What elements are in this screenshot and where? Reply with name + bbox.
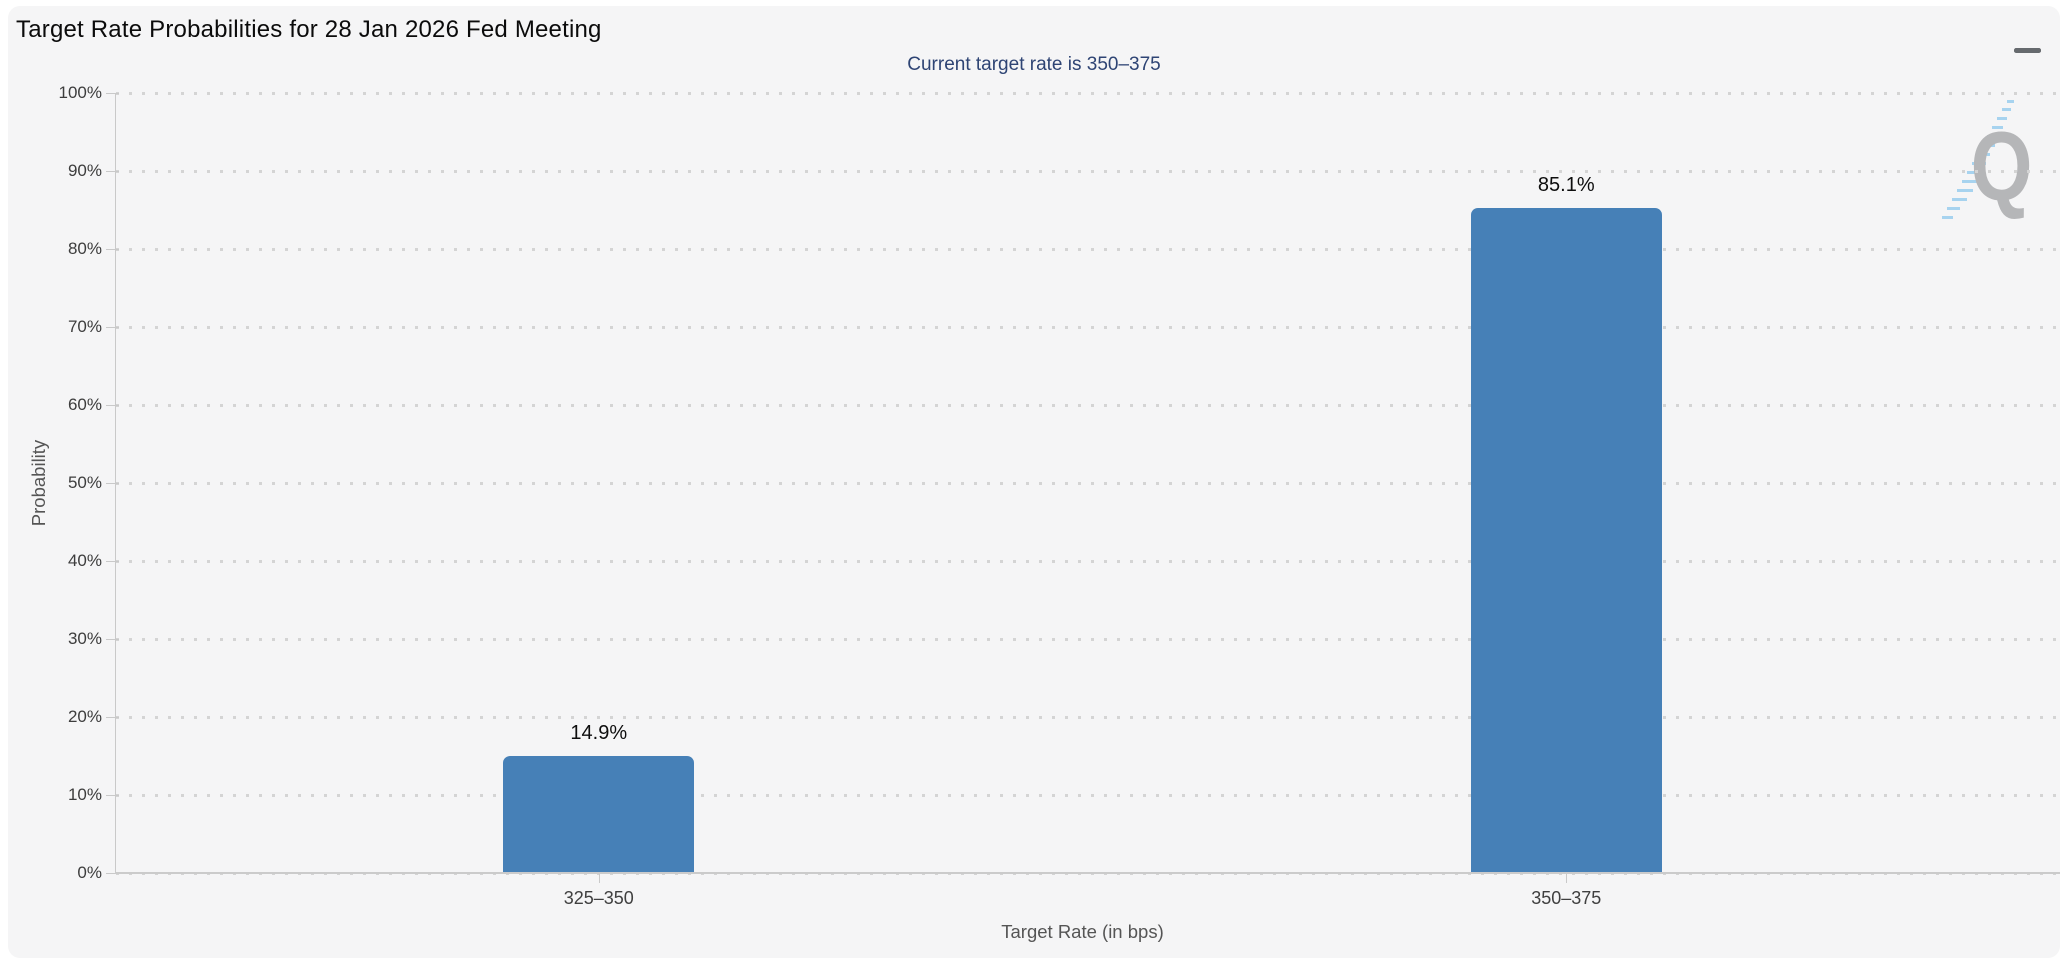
y-tick-mark [106, 795, 119, 796]
gridline-40 [116, 560, 2060, 563]
chart-subtitle: Current target rate is 350–375 [907, 54, 1161, 75]
y-tick-label: 100% [58, 83, 102, 102]
y-tick-mark [106, 639, 119, 640]
x-axis-title: Target Rate (in bps) [1001, 921, 1164, 942]
x-axis-line [115, 872, 2060, 874]
y-tick-label: 50% [67, 473, 102, 492]
x-category-label: 350–375 [1531, 888, 1602, 908]
chart-context-menu-button[interactable] [2008, 20, 2046, 54]
y-tick-label: 0% [77, 863, 102, 882]
y-tick-mark [106, 483, 119, 484]
plot-area: 0% 10% 20% 30% 40% 50% 60% 70% 80% 90% 100% 14.9% 3… [28, 83, 2060, 942]
y-tick-label: 60% [67, 395, 102, 414]
bar-350–375[interactable] [1470, 208, 1662, 872]
y-tick-mark [106, 93, 119, 94]
gridline-10 [116, 794, 2060, 797]
gridline-20 [116, 716, 2060, 719]
chart-title: Target Rate Probabilities for 28 Jan 202… [16, 16, 602, 43]
y-tick-mark [106, 249, 119, 250]
gridline-30 [116, 638, 2060, 641]
y-tick-mark [106, 561, 119, 562]
y-tick-label: 40% [67, 551, 102, 570]
x-tick-mark [1566, 874, 1568, 883]
y-axis-line [115, 93, 116, 873]
y-tick-label: 30% [67, 629, 102, 648]
y-tick-mark [106, 327, 119, 328]
bar-value-label: 14.9% [570, 721, 628, 744]
bar-325–350[interactable] [503, 755, 695, 872]
y-tick-mark [106, 873, 119, 874]
x-tick-mark [598, 874, 600, 883]
chart-card: Target Rate Probabilities for 28 Jan 202… [8, 6, 2060, 958]
y-tick-mark [106, 405, 119, 406]
y-tick-label: 80% [67, 239, 102, 258]
gridline-60 [116, 404, 2060, 407]
bar-value-label: 85.1% [1537, 174, 1595, 197]
y-tick-label: 20% [67, 707, 102, 726]
gridline-80 [116, 248, 2060, 251]
y-tick-mark [106, 717, 119, 718]
gridline-90 [116, 170, 2060, 173]
y-tick-label: 10% [67, 785, 102, 804]
gridline-50 [116, 482, 2060, 485]
gridline-100 [116, 92, 2060, 95]
y-axis-title: Probability [28, 439, 49, 527]
x-category-label: 325–350 [563, 888, 634, 908]
y-tick-label: 90% [67, 161, 102, 180]
gridline-70 [116, 326, 2060, 329]
y-tick-label: 70% [67, 317, 102, 336]
y-tick-mark [106, 171, 119, 172]
